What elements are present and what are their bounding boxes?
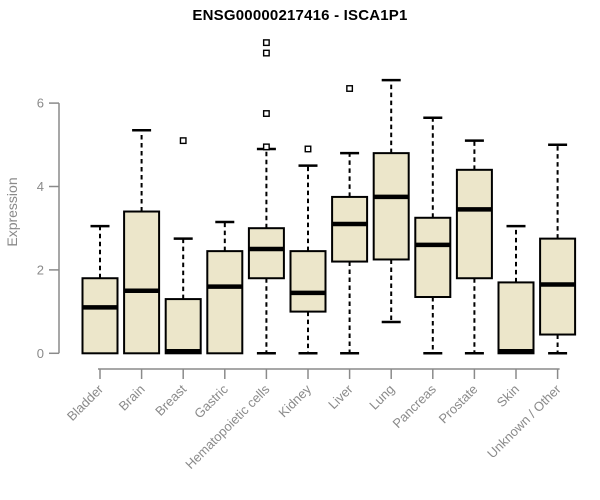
y-tick-label: 4 bbox=[37, 179, 44, 194]
box-prostate-iqr bbox=[455, 168, 493, 280]
x-category-label-gastric: Gastric bbox=[191, 381, 231, 421]
box-kidney-iqr bbox=[289, 250, 327, 313]
x-category-label-lung: Lung bbox=[366, 382, 397, 413]
box-hematopoietic-cells-iqr bbox=[247, 227, 285, 280]
box-liver-outlier bbox=[346, 85, 354, 92]
box-pancreas-iqr bbox=[414, 216, 452, 299]
box-hematopoietic-cells-outlier bbox=[262, 39, 270, 47]
box-kidney-outlier bbox=[304, 145, 312, 153]
x-category-label-kidney: Kidney bbox=[275, 381, 314, 420]
x-category-label-prostate: Prostate bbox=[436, 382, 481, 427]
box-liver-iqr bbox=[331, 195, 369, 263]
y-tick-label: 2 bbox=[37, 262, 44, 277]
box-brain-iqr bbox=[123, 210, 161, 355]
x-category-label-breast: Breast bbox=[152, 381, 189, 418]
y-tick-label: 6 bbox=[37, 96, 44, 111]
x-category-label-skin: Skin bbox=[494, 382, 522, 410]
box-lung-iqr bbox=[372, 152, 410, 261]
x-category-label-unknown-other: Unknown / Other bbox=[484, 381, 564, 461]
y-tick-label: 0 bbox=[37, 346, 44, 361]
box-gastric-iqr bbox=[206, 250, 244, 355]
box-breast-outlier bbox=[179, 137, 187, 145]
box-hematopoietic-cells-outlier bbox=[262, 143, 270, 151]
box-hematopoietic-cells-outlier bbox=[262, 110, 270, 117]
box-breast-iqr bbox=[164, 298, 202, 355]
x-category-label-liver: Liver bbox=[325, 381, 356, 412]
box-skin-iqr bbox=[497, 281, 535, 355]
box-hematopoietic-cells-outlier bbox=[262, 49, 270, 57]
x-category-label-pancreas: Pancreas bbox=[389, 381, 439, 431]
x-category-label-bladder: Bladder bbox=[64, 381, 107, 424]
x-category-label-brain: Brain bbox=[116, 382, 148, 414]
chart-title: ENSG00000217416 - ISCA1P1 bbox=[192, 7, 408, 24]
box-bladder-iqr bbox=[81, 277, 119, 355]
